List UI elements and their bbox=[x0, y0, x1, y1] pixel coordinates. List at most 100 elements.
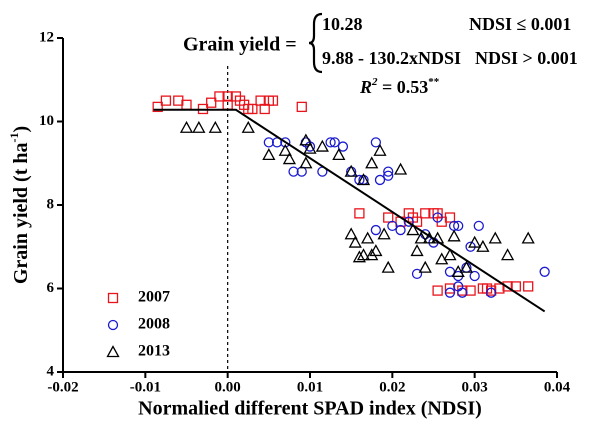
legend-marker bbox=[107, 292, 119, 304]
brace bbox=[308, 12, 323, 74]
data-point bbox=[263, 137, 274, 148]
y-label-close: ) bbox=[10, 126, 32, 133]
data-point bbox=[267, 95, 279, 106]
data-point bbox=[494, 283, 505, 294]
data-point bbox=[444, 287, 456, 298]
data-point bbox=[521, 231, 535, 244]
data-point bbox=[410, 244, 424, 257]
x-axis-label: Normalied different SPAD index (NDSI) bbox=[138, 398, 482, 420]
data-point bbox=[299, 156, 313, 169]
data-point bbox=[373, 143, 387, 156]
data-point bbox=[453, 220, 464, 232]
y-tick-label: 6 bbox=[47, 280, 55, 296]
data-point bbox=[315, 139, 329, 152]
data-point bbox=[325, 137, 336, 148]
data-point bbox=[361, 231, 375, 244]
data-point bbox=[510, 281, 521, 292]
data-point bbox=[383, 170, 394, 181]
legend-marker bbox=[106, 345, 120, 358]
data-point bbox=[354, 208, 365, 219]
data-point bbox=[381, 260, 395, 273]
data-point bbox=[502, 281, 513, 292]
data-point bbox=[393, 162, 408, 175]
r-symbol: R bbox=[359, 77, 372, 97]
data-point bbox=[447, 229, 461, 242]
data-point bbox=[365, 156, 379, 169]
data-point bbox=[337, 141, 349, 152]
data-point bbox=[222, 91, 233, 102]
data-point bbox=[344, 164, 358, 177]
data-point bbox=[459, 260, 474, 273]
y-tick-label: 10 bbox=[39, 113, 54, 129]
data-point bbox=[352, 250, 366, 263]
equation-lhs: Grain yield = bbox=[183, 34, 297, 56]
data-point bbox=[208, 120, 222, 133]
data-point bbox=[329, 137, 340, 148]
data-point bbox=[179, 120, 194, 133]
data-point bbox=[280, 137, 291, 148]
data-point bbox=[383, 166, 394, 177]
data-point bbox=[377, 227, 391, 240]
fit-line bbox=[153, 108, 546, 313]
data-point bbox=[485, 287, 497, 298]
data-point bbox=[192, 120, 206, 133]
data-point bbox=[296, 101, 307, 113]
data-point bbox=[356, 173, 371, 186]
legend-label: 2007 bbox=[138, 289, 170, 306]
y-tick-label: 12 bbox=[39, 29, 54, 45]
data-point bbox=[374, 174, 386, 186]
legend-label: 2008 bbox=[138, 316, 170, 333]
data-point bbox=[278, 143, 292, 156]
data-point bbox=[539, 266, 550, 277]
data-point bbox=[152, 101, 163, 113]
x-tick-label: 0.04 bbox=[544, 379, 571, 395]
x-tick-label: 0.00 bbox=[215, 379, 241, 395]
data-point bbox=[370, 137, 382, 148]
legend-label: 2013 bbox=[138, 343, 170, 360]
data-point bbox=[348, 235, 362, 248]
data-point bbox=[411, 268, 423, 280]
data-point bbox=[303, 141, 317, 154]
data-point bbox=[414, 231, 428, 244]
data-point bbox=[469, 270, 480, 282]
r-value: = 0.53 bbox=[378, 77, 429, 97]
data-point bbox=[420, 208, 431, 219]
data-point bbox=[431, 231, 445, 244]
significance: ** bbox=[428, 76, 440, 88]
data-point bbox=[488, 231, 502, 244]
data-point bbox=[332, 148, 346, 161]
y-tick-label: 4 bbox=[47, 363, 55, 379]
data-point bbox=[259, 103, 270, 115]
data-point bbox=[432, 285, 443, 296]
equation-case: 10.28 bbox=[322, 14, 363, 34]
data-point bbox=[444, 212, 456, 223]
data-point bbox=[370, 224, 382, 236]
y-axis-label: Grain yield (t ha-1) bbox=[7, 126, 32, 284]
equation-case: 9.88 - 130.2xNDSI bbox=[322, 48, 461, 68]
x-tick-label: -0.01 bbox=[130, 379, 161, 395]
data-point bbox=[403, 216, 414, 227]
x-tick-label: 0.01 bbox=[297, 379, 323, 395]
equation-condition: NDSI > 0.001 bbox=[475, 48, 578, 68]
legend-marker bbox=[107, 319, 119, 331]
data-point bbox=[468, 235, 482, 248]
data-point bbox=[418, 260, 432, 273]
data-point bbox=[443, 248, 457, 261]
y-label-text: Grain yield (t ha bbox=[10, 143, 32, 285]
data-point bbox=[356, 248, 371, 261]
data-point bbox=[288, 166, 299, 177]
data-point bbox=[406, 223, 420, 236]
x-tick-label: -0.02 bbox=[47, 379, 78, 395]
data-point bbox=[282, 152, 297, 165]
data-point bbox=[344, 227, 358, 240]
data-point bbox=[411, 216, 423, 227]
data-point bbox=[395, 224, 406, 236]
y-label-exponent: -1 bbox=[7, 133, 21, 143]
data-point bbox=[365, 248, 379, 261]
data-point bbox=[262, 148, 276, 161]
data-point bbox=[387, 220, 398, 232]
data-point bbox=[247, 103, 258, 115]
data-point bbox=[160, 95, 172, 106]
data-point bbox=[476, 239, 490, 252]
data-point bbox=[473, 220, 484, 232]
